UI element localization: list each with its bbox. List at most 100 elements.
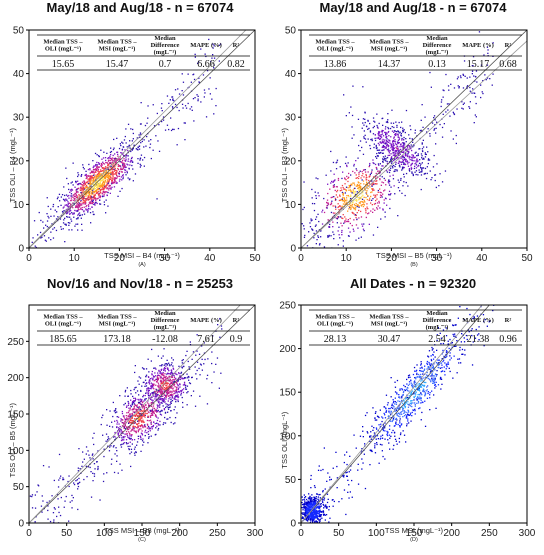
table-value: -12.08 (152, 334, 178, 345)
scatter-point (365, 171, 366, 172)
scatter-point (71, 190, 72, 191)
scatter-point (393, 155, 394, 156)
scatter-point (117, 176, 118, 177)
scatter-point (315, 487, 316, 488)
x-tick-label: 40 (476, 253, 488, 264)
scatter-point (360, 186, 361, 187)
scatter-point (129, 453, 130, 454)
scatter-point (399, 137, 400, 138)
scatter-point (361, 216, 362, 217)
scatter-point (389, 185, 390, 186)
scatter-point (137, 421, 138, 422)
scatter-point (89, 168, 90, 169)
scatter-point (107, 175, 108, 176)
scatter-point (77, 479, 78, 480)
scatter-point (146, 385, 147, 386)
scatter-point (97, 466, 98, 467)
scatter-point (88, 195, 89, 196)
scatter-point (83, 203, 84, 204)
scatter-point (141, 123, 142, 124)
scatter-point (32, 494, 33, 495)
scatter-point (88, 197, 89, 198)
scatter-point (414, 172, 415, 173)
scatter-point (131, 165, 132, 166)
y-axis-label: TSS OLI – B5 (mgL⁻¹) (8, 402, 17, 477)
scatter-point (108, 165, 109, 166)
scatter-point (393, 165, 394, 166)
scatter-point (166, 394, 167, 395)
scatter-point (176, 389, 177, 390)
scatter-point (421, 363, 422, 364)
scatter-point (48, 217, 49, 218)
scatter-point (399, 441, 400, 442)
scatter-point (129, 140, 130, 141)
scatter-point (146, 392, 147, 393)
scatter-point (148, 431, 149, 432)
scatter-point (133, 426, 134, 427)
scatter-point (104, 192, 105, 193)
scatter-point (386, 410, 387, 411)
scatter-point (104, 178, 105, 179)
scatter-point (142, 438, 143, 439)
scatter-point (90, 222, 91, 223)
scatter-point (65, 168, 66, 169)
scatter-point (58, 486, 59, 487)
scatter-point (369, 163, 370, 164)
scatter-point (400, 132, 401, 133)
scatter-point (207, 403, 208, 404)
scatter-point (338, 501, 339, 502)
scatter-point (158, 370, 159, 371)
scatter-point (160, 376, 161, 377)
scatter-point (124, 428, 125, 429)
scatter-point (144, 426, 145, 427)
scatter-point (432, 122, 433, 123)
scatter-point (80, 192, 81, 193)
scatter-point (169, 373, 170, 374)
scatter-point (61, 229, 62, 230)
scatter-point (155, 394, 156, 395)
scatter-point (142, 159, 143, 160)
scatter-point (372, 140, 373, 141)
scatter-point (67, 201, 68, 202)
scatter-point (65, 199, 66, 200)
scatter-point (105, 181, 106, 182)
scatter-point (358, 174, 359, 175)
scatter-point (137, 149, 138, 150)
scatter-point (95, 202, 96, 203)
scatter-point (184, 139, 185, 140)
scatter-point (70, 502, 71, 503)
scatter-point (142, 141, 143, 142)
scatter-point (447, 103, 448, 104)
scatter-point (167, 125, 168, 126)
scatter-point (132, 439, 133, 440)
scatter-point (354, 188, 355, 189)
scatter-point (183, 366, 184, 367)
scatter-point (78, 483, 79, 484)
scatter-point (405, 441, 406, 442)
scatter-point (105, 166, 106, 167)
scatter-point (456, 340, 457, 341)
scatter-point (77, 217, 78, 218)
scatter-point (117, 152, 118, 153)
scatter-point (424, 173, 425, 174)
scatter-point (393, 144, 394, 145)
scatter-point (411, 160, 412, 161)
scatter-point (195, 355, 196, 356)
scatter-point (399, 422, 400, 423)
scatter-point (74, 187, 75, 188)
scatter-point (94, 196, 95, 197)
scatter-point (366, 142, 367, 143)
scatter-point (203, 363, 204, 364)
scatter-point (386, 122, 387, 123)
scatter-point (71, 507, 72, 508)
scatter-point (90, 195, 91, 196)
scatter-point (165, 412, 166, 413)
scatter-point (436, 350, 437, 351)
scatter-point (331, 181, 332, 182)
scatter-point (211, 363, 212, 364)
scatter-point (364, 138, 365, 139)
scatter-point (106, 195, 107, 196)
scatter-point (133, 133, 134, 134)
scatter-point (116, 423, 117, 424)
scatter-point (114, 170, 115, 171)
